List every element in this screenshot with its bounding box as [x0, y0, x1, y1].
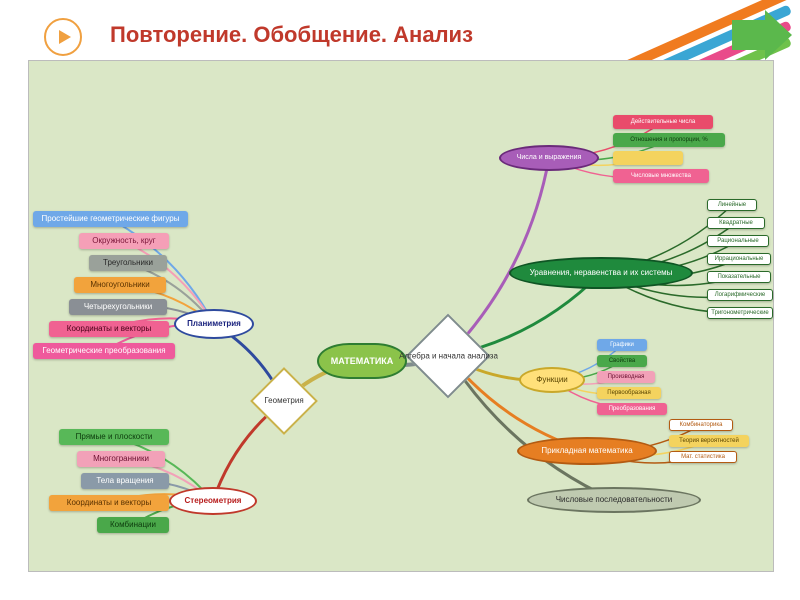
- node-posled[interactable]: Числовые последовательности: [527, 487, 701, 513]
- node-plan[interactable]: Планиметрия: [174, 309, 254, 339]
- node-urav[interactable]: Уравнения, неравенства и их системы: [509, 257, 693, 289]
- node-f3[interactable]: Производная: [597, 371, 655, 383]
- node-f5[interactable]: Преобразования: [597, 403, 667, 415]
- node-pr3[interactable]: Мат. статистика: [669, 451, 737, 463]
- node-p5[interactable]: Четырехугольники: [69, 299, 167, 315]
- node-pr1[interactable]: Комбинаторика: [669, 419, 733, 431]
- node-math[interactable]: МАТЕМАТИКА: [317, 343, 407, 379]
- node-s2[interactable]: Многогранники: [77, 451, 165, 467]
- node-label: Алгебра и начала анализа: [399, 351, 498, 360]
- node-f1[interactable]: Графики: [597, 339, 647, 351]
- node-c4[interactable]: Числовые множества: [613, 169, 709, 183]
- node-p4[interactable]: Многоугольники: [74, 277, 166, 293]
- node-prikl[interactable]: Прикладная математика: [517, 437, 657, 465]
- node-u2[interactable]: Квадратные: [707, 217, 765, 229]
- node-u5[interactable]: Показательные: [707, 271, 771, 283]
- node-pr2[interactable]: Теория вероятностей: [669, 435, 749, 447]
- node-stereo[interactable]: Стереометрия: [169, 487, 257, 515]
- node-p1[interactable]: Простейшие геометрические фигуры: [33, 211, 188, 227]
- node-c1[interactable]: Действительные числа: [613, 115, 713, 129]
- node-p2[interactable]: Окружность, круг: [79, 233, 169, 249]
- page-title: Повторение. Обобщение. Анализ: [110, 22, 473, 48]
- node-algebra[interactable]: Алгебра и начала анализа: [406, 314, 491, 399]
- node-geom[interactable]: Геометрия: [250, 367, 318, 435]
- node-s5[interactable]: Комбинации: [97, 517, 169, 533]
- node-u3[interactable]: Рациональные: [707, 235, 769, 247]
- edge-algebra-chisla: [448, 158, 549, 356]
- node-u1[interactable]: Линейные: [707, 199, 757, 211]
- node-label: Геометрия: [264, 396, 303, 405]
- node-u6[interactable]: Логарифмические: [707, 289, 773, 301]
- decor-arrow-icon: [732, 10, 792, 60]
- node-chisla[interactable]: Числа и выражения: [499, 145, 599, 171]
- node-c2[interactable]: Отношения и пропорции, %: [613, 133, 725, 147]
- node-s4[interactable]: Координаты и векторы: [49, 495, 169, 511]
- arrow-circle-icon: [44, 18, 82, 56]
- node-u7[interactable]: Тригонометрические: [707, 307, 773, 319]
- node-p6[interactable]: Координаты и векторы: [49, 321, 169, 337]
- node-f2[interactable]: Свойства: [597, 355, 647, 367]
- node-f4[interactable]: Первообразная: [597, 387, 661, 399]
- node-c3[interactable]: [613, 151, 683, 165]
- node-u4[interactable]: Иррациональные: [707, 253, 771, 265]
- mindmap-canvas: МАТЕМАТИКА Геометрия Алгебра и начала анал…: [28, 60, 774, 572]
- node-func[interactable]: Функции: [519, 367, 585, 393]
- node-p3[interactable]: Треугольники: [89, 255, 167, 271]
- node-s3[interactable]: Тела вращения: [81, 473, 169, 489]
- node-p7[interactable]: Геометрические преобразования: [33, 343, 175, 359]
- node-s1[interactable]: Прямые и плоскости: [59, 429, 169, 445]
